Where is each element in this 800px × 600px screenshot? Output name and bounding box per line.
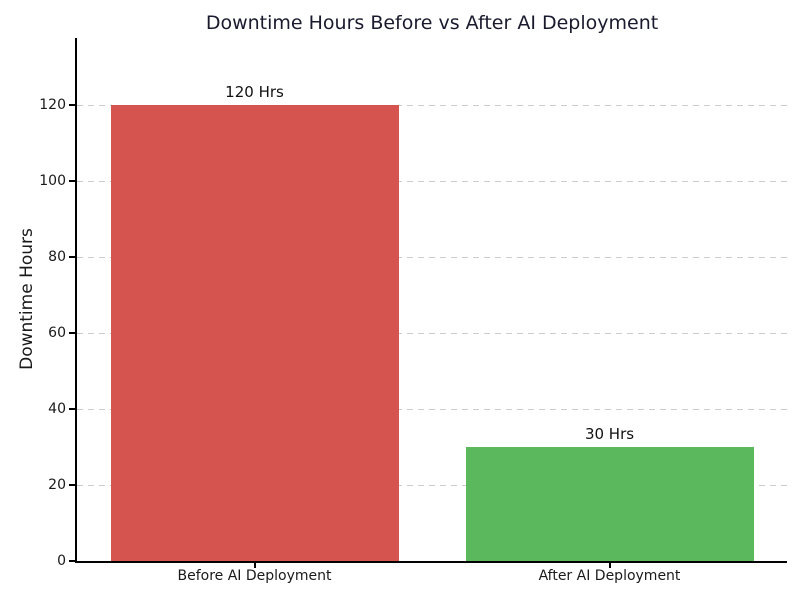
x-tick-label: Before AI Deployment <box>177 568 332 584</box>
gridline <box>77 408 787 411</box>
y-tick-label: 80 <box>48 248 66 265</box>
x-tick-mark <box>608 563 611 568</box>
plot-area: 120 Hrs 30 Hrs <box>77 38 787 561</box>
bar-value-label: 30 Hrs <box>584 424 635 443</box>
chart-title: Downtime Hours Before vs After AI Deploy… <box>205 12 659 34</box>
gridline <box>77 104 787 107</box>
gridline <box>77 484 787 487</box>
bar-value-label: 120 Hrs <box>225 82 284 101</box>
gridline <box>77 180 787 183</box>
y-axis-spine <box>75 38 77 563</box>
x-tick-label: After AI Deployment <box>538 568 681 584</box>
y-tick-label: 100 <box>39 172 66 189</box>
bar-before <box>110 104 399 561</box>
y-tick-mark <box>69 560 75 562</box>
y-tick-mark <box>69 483 75 486</box>
y-tick-mark <box>69 103 75 106</box>
x-tick-mark <box>253 563 256 568</box>
bar-after <box>465 446 754 561</box>
y-tick-label: 40 <box>48 400 66 417</box>
y-tick-label: 120 <box>39 96 66 113</box>
y-tick-label: 20 <box>48 476 66 493</box>
y-tick-mark <box>69 255 75 258</box>
y-tick-label: 0 <box>57 553 66 569</box>
x-axis-spine <box>75 561 787 563</box>
y-tick-mark <box>69 407 75 410</box>
y-tick-mark <box>69 179 75 182</box>
gridline <box>77 332 787 335</box>
gridline <box>77 256 787 259</box>
y-tick-mark <box>69 331 75 334</box>
y-tick-label: 60 <box>48 324 66 341</box>
